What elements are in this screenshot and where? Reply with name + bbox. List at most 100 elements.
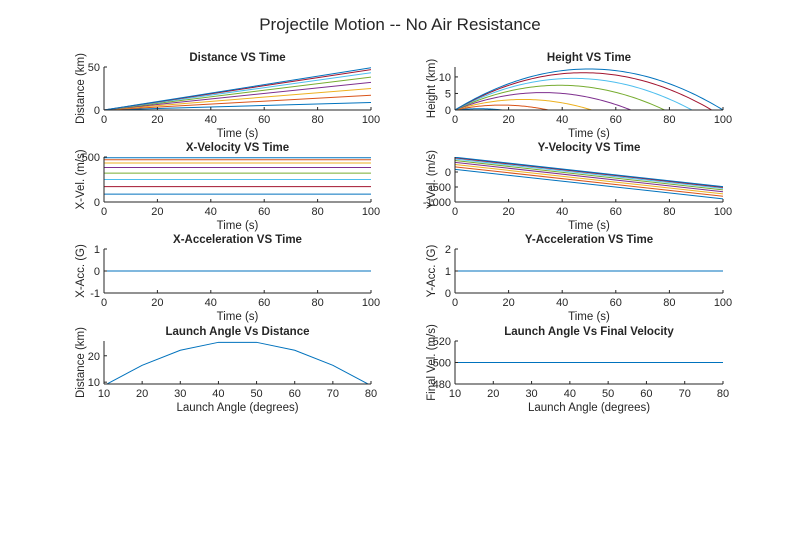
x-axis-label: Launch Angle (degrees) <box>176 402 298 414</box>
x-tick-label: 80 <box>663 114 675 126</box>
x-tick-label: 40 <box>205 297 217 309</box>
y-tick-label: 1 <box>445 266 451 278</box>
series-line-3 <box>455 98 592 110</box>
series-line-3 <box>455 164 723 195</box>
y-tick-label: 500 <box>433 358 451 370</box>
series-line-8 <box>104 67 371 110</box>
x-tick-label: 80 <box>663 297 675 309</box>
y-tick-label: 0 <box>94 105 100 117</box>
series-line-1 <box>455 168 723 200</box>
x-tick-label: 30 <box>174 388 186 400</box>
x-tick-label: 30 <box>525 388 537 400</box>
subplot-y-acceleration-vs-time: Y-Acceleration VS Time 0 20 40 60 80 100 0 1 2 Tim… <box>426 234 732 323</box>
series-line-3 <box>104 88 371 110</box>
y-tick-label: -500 <box>429 182 451 194</box>
x-tick-label: 20 <box>502 206 514 218</box>
series-line-7 <box>455 72 712 110</box>
y-tick-label: 5 <box>445 88 451 100</box>
x-tick-label: 60 <box>610 206 622 218</box>
series-group <box>455 157 723 200</box>
x-tick-label: 60 <box>610 297 622 309</box>
x-tick-label: 40 <box>556 114 568 126</box>
series-group <box>455 68 723 110</box>
y-tick-label: -1 <box>90 288 100 300</box>
subplot-title: Y-Velocity VS Time <box>538 142 641 154</box>
subplot-x-velocity-vs-time: X-Velocity VS Time 0 20 40 60 80 100 0 500 Time (… <box>75 142 380 232</box>
y-tick-label: 0 <box>445 167 451 179</box>
series-line-4 <box>455 161 723 193</box>
y-axis-label: Distance (km) <box>75 327 87 398</box>
y-tick-label: 520 <box>433 336 451 348</box>
x-tick-label: 60 <box>258 114 270 126</box>
y-tick-label: -1000 <box>423 197 451 209</box>
series-line-7 <box>455 157 723 188</box>
x-tick-label: 40 <box>564 388 576 400</box>
series-line-1 <box>105 341 370 384</box>
x-tick-label: 100 <box>714 114 732 126</box>
y-tick-label: 20 <box>88 351 100 363</box>
subplot-title: X-Velocity VS Time <box>186 142 289 154</box>
figure-suptitle: Projectile Motion -- No Air Resistance <box>259 15 541 34</box>
series-line-6 <box>455 77 693 110</box>
x-tick-label: 40 <box>556 297 568 309</box>
y-tick-label: 50 <box>88 62 100 74</box>
y-tick-label: 0 <box>94 266 100 278</box>
y-tick-label: 1 <box>94 244 100 256</box>
y-axis-label: Height (km) <box>426 59 438 119</box>
x-tick-label: 80 <box>311 114 323 126</box>
subplot-height-vs-time: Height VS Time 0 20 40 60 80 100 0 5 10 Time (s) He… <box>426 52 732 140</box>
series-line-1 <box>104 102 371 110</box>
x-tick-label: 10 <box>98 388 110 400</box>
x-axis-label: Time (s) <box>568 220 610 232</box>
x-tick-label: 80 <box>365 388 377 400</box>
y-axis-label: X-Acc. (G) <box>75 244 87 298</box>
x-tick-label: 20 <box>151 206 163 218</box>
series-line-5 <box>455 160 723 191</box>
y-tick-label: 0 <box>94 197 100 209</box>
y-tick-label: 10 <box>439 72 451 84</box>
y-axis-label: X-Vel. (m/s) <box>75 149 87 209</box>
series-line-5 <box>104 76 371 110</box>
series-line-1 <box>455 108 503 110</box>
subplot-title: Distance VS Time <box>189 52 285 64</box>
x-tick-label: 0 <box>452 206 458 218</box>
x-tick-label: 10 <box>449 388 461 400</box>
series-line-6 <box>455 158 723 189</box>
subplot-distance-vs-time: Distance VS Time 0 20 40 60 80 100 0 50 Time (s) D… <box>75 52 380 140</box>
x-tick-label: 0 <box>101 114 107 126</box>
x-tick-label: 20 <box>136 388 148 400</box>
x-tick-label: 40 <box>556 206 568 218</box>
y-tick-label: 2 <box>445 244 451 256</box>
series-line-6 <box>104 72 371 110</box>
x-tick-label: 100 <box>714 297 732 309</box>
x-tick-label: 60 <box>610 114 622 126</box>
x-tick-label: 40 <box>205 206 217 218</box>
series-line-2 <box>455 104 549 110</box>
series-line-5 <box>455 84 665 110</box>
x-tick-label: 80 <box>311 206 323 218</box>
x-tick-label: 20 <box>502 297 514 309</box>
x-axis-label: Time (s) <box>217 311 259 323</box>
x-tick-label: 20 <box>487 388 499 400</box>
x-tick-label: 50 <box>602 388 614 400</box>
subplot-title: Launch Angle Vs Final Velocity <box>504 326 674 338</box>
subplot-title: Launch Angle Vs Distance <box>166 326 310 338</box>
series-line-2 <box>104 94 371 110</box>
x-tick-label: 0 <box>101 206 107 218</box>
series-line-8 <box>455 157 723 188</box>
x-tick-label: 20 <box>151 297 163 309</box>
x-axis-label: Time (s) <box>568 128 610 140</box>
series-line-4 <box>104 81 371 110</box>
x-tick-label: 40 <box>205 114 217 126</box>
y-axis-label: Distance (km) <box>75 53 87 124</box>
x-axis-label: Launch Angle (degrees) <box>528 402 650 414</box>
x-tick-label: 100 <box>362 114 380 126</box>
x-tick-label: 100 <box>714 206 732 218</box>
x-tick-label: 100 <box>362 206 380 218</box>
subplot-title: X-Acceleration VS Time <box>173 234 302 246</box>
series-group <box>105 341 370 384</box>
series-line-2 <box>455 166 723 197</box>
